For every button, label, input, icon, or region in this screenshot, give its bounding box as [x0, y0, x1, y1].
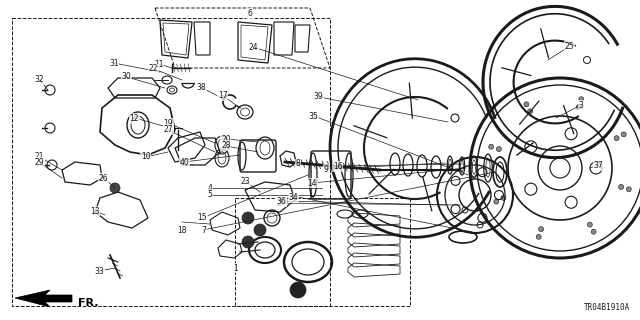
Circle shape: [254, 224, 266, 236]
Circle shape: [242, 212, 254, 224]
Circle shape: [290, 282, 306, 298]
Circle shape: [524, 102, 529, 107]
Text: 35: 35: [308, 112, 319, 121]
Circle shape: [588, 222, 593, 227]
Circle shape: [494, 199, 499, 204]
Circle shape: [619, 184, 623, 189]
Text: 40: 40: [179, 158, 189, 167]
Bar: [12, 18, 330, 306]
Text: TR04B1910A: TR04B1910A: [584, 303, 630, 312]
Text: 5: 5: [207, 190, 212, 199]
Circle shape: [489, 144, 493, 149]
Text: 33: 33: [94, 267, 104, 276]
Text: 26: 26: [99, 174, 109, 183]
Text: 20: 20: [221, 135, 231, 144]
Text: 3: 3: [579, 101, 584, 110]
Text: 24: 24: [248, 43, 259, 52]
Text: 28: 28: [221, 141, 230, 150]
Text: 27: 27: [163, 125, 173, 134]
Text: 23: 23: [240, 177, 250, 186]
Text: 16: 16: [333, 162, 343, 171]
Text: 37: 37: [593, 161, 604, 170]
Text: 1: 1: [233, 264, 238, 273]
Text: 8: 8: [295, 159, 300, 168]
Circle shape: [579, 97, 584, 102]
Circle shape: [527, 109, 532, 114]
Text: 4: 4: [207, 184, 212, 193]
Text: 21: 21: [35, 152, 44, 161]
Circle shape: [110, 183, 120, 193]
Circle shape: [621, 132, 626, 137]
Text: 31: 31: [109, 59, 119, 68]
Text: 12: 12: [130, 114, 139, 123]
Text: 39: 39: [314, 92, 324, 101]
Text: 29: 29: [35, 158, 45, 167]
Text: 9: 9: [324, 165, 329, 174]
Text: 32: 32: [35, 75, 45, 84]
Text: 22: 22: [149, 64, 158, 73]
Circle shape: [614, 136, 619, 141]
Text: 34: 34: [288, 193, 298, 202]
Text: 36: 36: [276, 197, 287, 206]
Circle shape: [627, 187, 631, 192]
Text: 19: 19: [163, 119, 173, 128]
Text: 18: 18: [178, 226, 187, 235]
Circle shape: [242, 236, 254, 248]
Text: FR.: FR.: [78, 298, 99, 308]
Bar: [235, 198, 410, 306]
Circle shape: [536, 234, 541, 239]
Text: 13: 13: [90, 207, 100, 216]
Text: 6: 6: [247, 9, 252, 18]
Text: 11: 11: [154, 60, 163, 68]
Text: 30: 30: [122, 72, 132, 81]
Polygon shape: [15, 290, 72, 307]
Text: 10: 10: [141, 152, 151, 161]
Circle shape: [539, 227, 543, 232]
Text: 2: 2: [276, 199, 281, 208]
Circle shape: [591, 229, 596, 234]
Circle shape: [501, 195, 506, 200]
Text: 38: 38: [196, 83, 207, 92]
Text: 15: 15: [197, 213, 207, 222]
Circle shape: [577, 104, 581, 109]
Circle shape: [497, 147, 501, 152]
Text: 7: 7: [201, 226, 206, 235]
Text: 17: 17: [218, 91, 228, 100]
Text: 25: 25: [564, 42, 575, 51]
Text: 14: 14: [307, 179, 317, 188]
